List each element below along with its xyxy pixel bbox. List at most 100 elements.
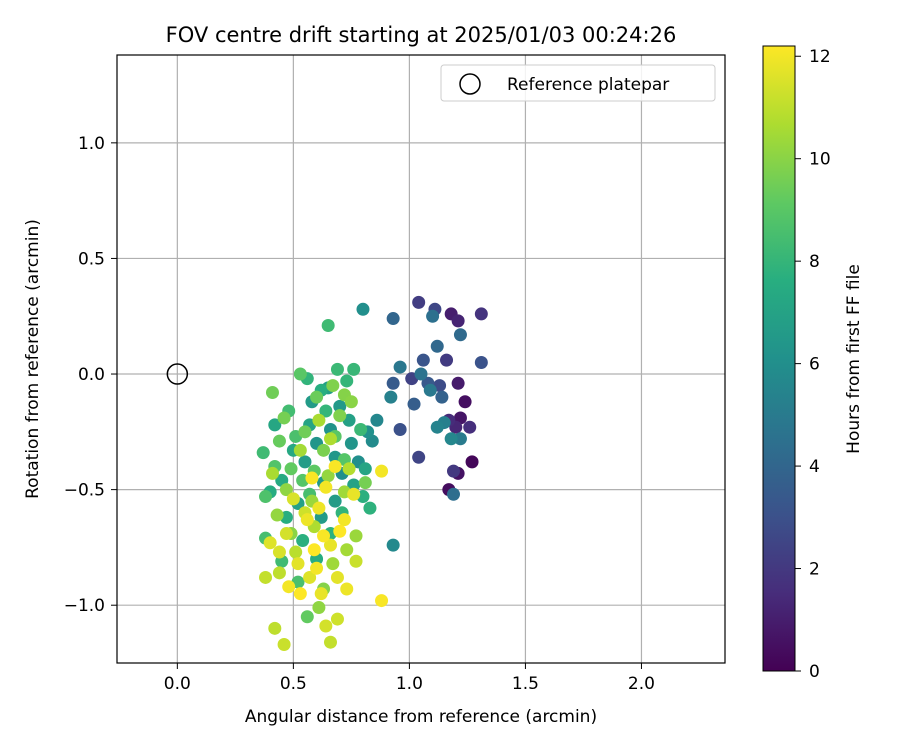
data-point (340, 582, 354, 596)
data-point (277, 411, 291, 425)
data-point (363, 501, 377, 515)
colorbar-label: Hours from first FF file (844, 264, 864, 454)
data-point (319, 404, 333, 418)
data-point (393, 360, 407, 374)
data-point (310, 561, 324, 575)
data-point (312, 601, 326, 615)
data-point (356, 302, 370, 316)
data-point (259, 490, 273, 504)
colorbar-tick-label: 2 (809, 560, 820, 580)
data-point (326, 379, 340, 393)
data-point (319, 480, 333, 494)
data-point (289, 545, 303, 559)
data-point (393, 423, 407, 437)
data-point (407, 397, 421, 411)
colorbar-gradient (763, 46, 795, 671)
data-point (265, 386, 279, 400)
data-point (453, 328, 467, 342)
data-point (256, 446, 270, 460)
data-point (474, 307, 488, 321)
x-axis-label: Angular distance from reference (arcmin) (245, 707, 597, 727)
data-point (451, 376, 465, 390)
colorbar-frame (762, 45, 796, 672)
data-point (349, 529, 363, 543)
data-point (463, 420, 477, 434)
data-point (323, 538, 337, 552)
data-point (265, 466, 279, 480)
data-point (430, 339, 444, 353)
data-point (279, 527, 293, 541)
data-point (286, 492, 300, 506)
y-axis-ticks: −1.0 −0.5 0.0 0.5 1.0 (64, 134, 117, 616)
data-points (256, 295, 488, 652)
data-point (272, 566, 286, 580)
data-point (386, 376, 400, 390)
colorbar-tick-label: 0 (809, 662, 820, 682)
reference-platepar-marker (166, 363, 189, 385)
data-point (446, 487, 460, 501)
data-point (384, 390, 398, 404)
colorbar-tick-label: 10 (809, 150, 831, 170)
data-point (333, 399, 347, 413)
data-point (375, 464, 389, 478)
colorbar-tick-label: 8 (809, 252, 820, 272)
data-point (321, 318, 335, 332)
plot-frame (116, 54, 726, 664)
legend-marker-icon (459, 73, 481, 95)
data-point (416, 353, 430, 367)
data-point (386, 312, 400, 326)
data-point (272, 545, 286, 559)
data-point (317, 443, 331, 457)
data-point (282, 580, 296, 594)
legend: Reference platepar (440, 64, 716, 102)
data-point (268, 418, 282, 432)
data-point (444, 432, 458, 446)
legend-box (440, 64, 716, 102)
y-tick-label: −0.5 (64, 481, 105, 501)
data-point (349, 554, 363, 568)
chart-title: FOV centre drift starting at 2025/01/03 … (166, 23, 677, 47)
data-point (412, 450, 426, 464)
data-point (284, 462, 298, 476)
data-point (344, 436, 358, 450)
data-point (310, 390, 324, 404)
y-tick-label: 0.5 (78, 249, 105, 269)
data-point (305, 471, 319, 485)
x-tick-label: 0.5 (280, 674, 307, 694)
data-point (268, 621, 282, 635)
data-point (430, 420, 444, 434)
y-tick-label: 0.0 (78, 365, 105, 385)
data-point (272, 434, 286, 448)
grid-lines (117, 55, 725, 663)
y-axis-label: Rotation from reference (arcmin) (23, 219, 43, 499)
colorbar-tick-label: 12 (809, 47, 831, 67)
data-point (370, 413, 384, 427)
data-point (347, 362, 361, 376)
data-point (291, 557, 305, 571)
data-point (386, 538, 400, 552)
data-point (270, 508, 284, 522)
data-point (423, 383, 437, 397)
data-point (312, 501, 326, 515)
data-point (279, 483, 293, 497)
data-point (328, 459, 342, 473)
data-point (326, 557, 340, 571)
data-point (293, 443, 307, 457)
data-point (347, 487, 361, 501)
data-point (375, 594, 389, 608)
data-point (298, 425, 312, 439)
data-point (358, 462, 372, 476)
data-point (412, 295, 426, 309)
data-point (446, 464, 460, 478)
data-point (344, 395, 358, 409)
legend-entry-reference: Reference platepar (507, 75, 669, 95)
data-point (337, 513, 351, 527)
data-point (342, 462, 356, 476)
data-point (300, 513, 314, 527)
y-tick-label: −1.0 (64, 596, 105, 616)
data-point (347, 478, 361, 492)
data-point (414, 367, 428, 381)
data-point (307, 543, 321, 557)
data-point (451, 314, 465, 328)
